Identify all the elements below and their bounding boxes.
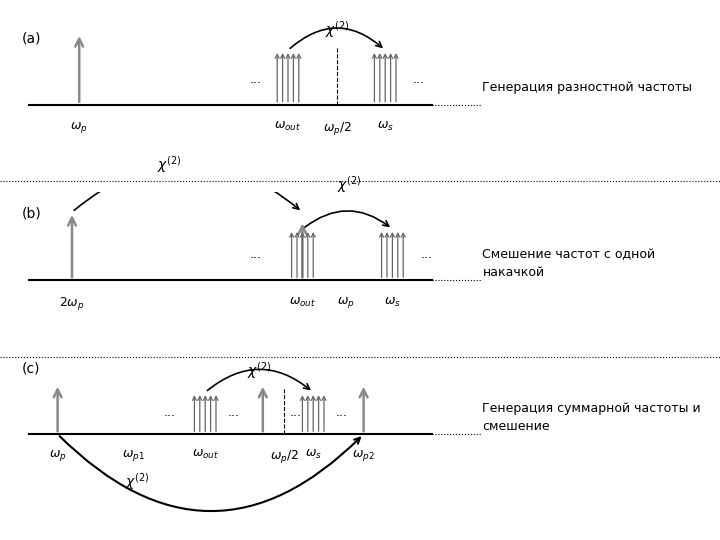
FancyArrowPatch shape <box>290 28 382 49</box>
Text: $\omega_{out}$: $\omega_{out}$ <box>289 295 316 308</box>
Text: $\omega_{out}$: $\omega_{out}$ <box>274 120 302 133</box>
Text: (c): (c) <box>22 362 40 376</box>
Text: $\chi^{(2)}$: $\chi^{(2)}$ <box>125 471 149 492</box>
Text: ...: ... <box>289 406 301 419</box>
Text: $\omega_p$: $\omega_p$ <box>71 120 88 135</box>
FancyArrowPatch shape <box>207 369 310 390</box>
Text: ...: ... <box>250 248 261 261</box>
Text: $\omega_s$: $\omega_s$ <box>384 295 401 308</box>
Text: Генерация разностной частоты: Генерация разностной частоты <box>482 81 693 94</box>
Text: $\chi^{(2)}$: $\chi^{(2)}$ <box>337 174 361 195</box>
FancyArrowPatch shape <box>305 211 389 227</box>
Text: $2\omega_p$: $2\omega_p$ <box>59 295 85 313</box>
Text: $\omega_s$: $\omega_s$ <box>377 120 394 133</box>
Text: (b): (b) <box>22 207 41 221</box>
Text: Смешение частот с одной
накачкой: Смешение частот с одной накачкой <box>482 248 655 279</box>
Text: ...: ... <box>420 248 432 261</box>
Text: ...: ... <box>250 72 261 85</box>
Text: ...: ... <box>163 406 175 419</box>
Text: Генерация суммарной частоты и
смешение: Генерация суммарной частоты и смешение <box>482 402 701 433</box>
Text: $\omega_s$: $\omega_s$ <box>305 448 322 461</box>
Text: ...: ... <box>228 406 240 419</box>
Text: ...: ... <box>413 72 425 85</box>
Text: $\omega_p/2$: $\omega_p/2$ <box>323 120 351 137</box>
Text: $\omega_{out}$: $\omega_{out}$ <box>192 448 219 461</box>
Text: (a): (a) <box>22 31 41 45</box>
Text: $\omega_{p1}$: $\omega_{p1}$ <box>122 448 145 463</box>
Text: $\omega_p/2$: $\omega_p/2$ <box>270 448 299 464</box>
Text: $\omega_p$: $\omega_p$ <box>49 448 66 463</box>
Text: $\omega_p$: $\omega_p$ <box>337 295 354 310</box>
FancyArrowPatch shape <box>60 436 360 511</box>
Text: $\chi^{(2)}$: $\chi^{(2)}$ <box>325 19 349 40</box>
Text: $\chi^{(2)}$: $\chi^{(2)}$ <box>247 360 271 381</box>
Text: ...: ... <box>336 406 348 419</box>
FancyArrowPatch shape <box>74 164 299 211</box>
Text: $\omega_{p2}$: $\omega_{p2}$ <box>352 448 375 463</box>
Text: $\chi^{(2)}$: $\chi^{(2)}$ <box>157 154 181 174</box>
